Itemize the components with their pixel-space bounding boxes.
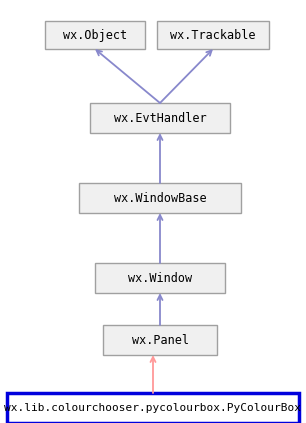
Text: wx.WindowBase: wx.WindowBase (114, 192, 206, 204)
Text: wx.Window: wx.Window (128, 272, 192, 285)
Text: wx.Panel: wx.Panel (132, 333, 188, 346)
Bar (90, 103, 230, 133)
Bar (45, 21, 145, 49)
Bar (7, 393, 299, 423)
Bar (95, 263, 225, 293)
Bar (103, 325, 217, 355)
Text: wx.EvtHandler: wx.EvtHandler (114, 112, 206, 124)
Bar (79, 183, 241, 213)
Bar (157, 21, 269, 49)
Text: wx.Trackable: wx.Trackable (170, 28, 256, 41)
Text: wx.Object: wx.Object (63, 28, 127, 41)
Text: wx.lib.colourchooser.pycolourbox.PyColourBox: wx.lib.colourchooser.pycolourbox.PyColou… (5, 403, 301, 413)
